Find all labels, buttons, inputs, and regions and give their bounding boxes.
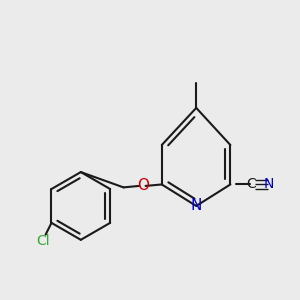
Text: N: N xyxy=(190,198,202,213)
Text: N: N xyxy=(263,177,274,191)
Text: Cl: Cl xyxy=(36,233,50,248)
Text: C: C xyxy=(247,177,256,191)
Text: O: O xyxy=(136,178,148,194)
